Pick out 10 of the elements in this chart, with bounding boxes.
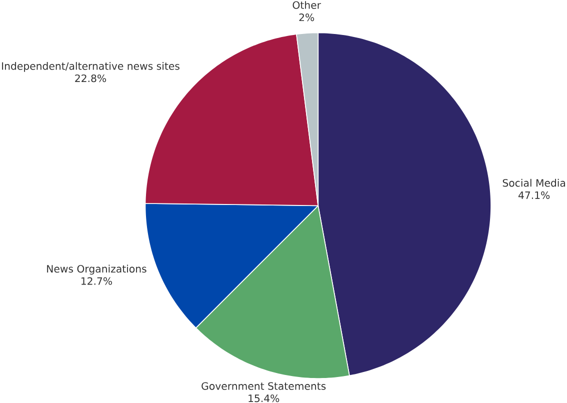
- data-label: 2%: [299, 13, 314, 22]
- slice-label: Other: [292, 0, 321, 9]
- data-label: 22.8%: [75, 74, 106, 82]
- slice-label: Social Media: [502, 178, 566, 187]
- slice-label: News Organizations: [47, 264, 146, 274]
- slice-label: Government Statements: [202, 382, 326, 390]
- data-label: 47.1%: [518, 191, 550, 199]
- data-label: 15.4%: [248, 394, 280, 402]
- data-label: 12.7%: [81, 277, 112, 285]
- slice-label: Independent/alternative news sites: [2, 62, 180, 72]
